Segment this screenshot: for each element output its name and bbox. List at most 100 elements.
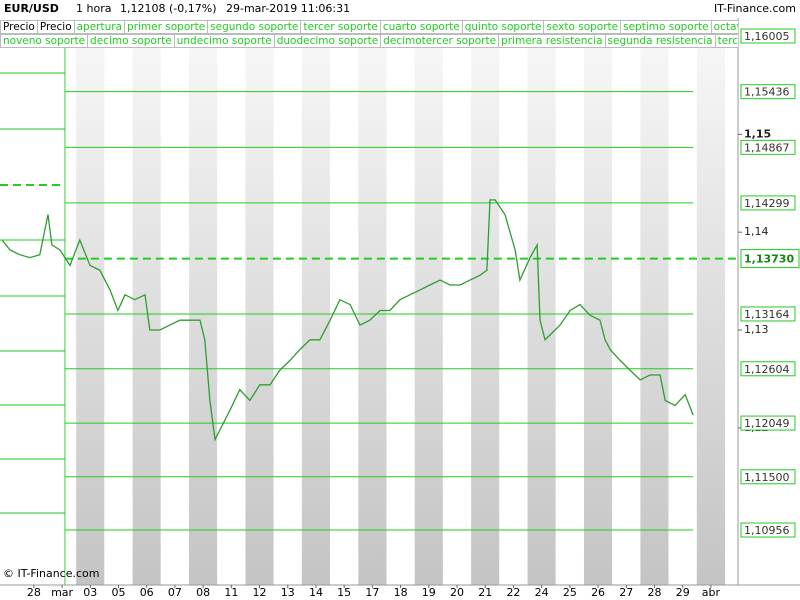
x-tick-label: 22 <box>506 586 520 599</box>
price-line <box>1 199 694 442</box>
day-band <box>640 48 669 585</box>
legend-item[interactable]: segunda resistencia <box>604 34 716 48</box>
day-band <box>245 48 274 585</box>
legend-item[interactable]: noveno soporte <box>0 34 89 48</box>
x-tick-label: 27 <box>619 586 633 599</box>
x-tick-label: 05 <box>111 586 125 599</box>
legend-item[interactable]: undecimo soporte <box>173 34 275 48</box>
x-tick-label: 08 <box>196 586 210 599</box>
level-label: 1,12049 <box>744 417 790 430</box>
y-axis-panel <box>738 18 800 585</box>
level-label-box <box>740 28 796 44</box>
x-tick-label: 28 <box>647 586 661 599</box>
x-tick-label: 24 <box>535 586 549 599</box>
day-band <box>76 48 105 585</box>
x-tick-label: 18 <box>394 586 408 599</box>
level-label-box <box>740 469 796 485</box>
prev-area <box>0 48 65 585</box>
day-band <box>668 48 697 585</box>
x-tick-label: 11 <box>224 586 238 599</box>
x-tick-label: 28 <box>27 586 41 599</box>
quote: 1,12108 (-0,17%) <box>120 2 217 15</box>
level-label: 1,14299 <box>744 197 790 210</box>
x-tick-label: 03 <box>83 586 97 599</box>
legend-item[interactable]: primera resistencia <box>498 34 606 48</box>
legend-item[interactable]: duodecimo soporte <box>273 34 382 48</box>
level-label-box <box>740 415 796 431</box>
legend-item[interactable]: tercera resistencia <box>714 34 738 48</box>
level-label-box <box>740 361 796 377</box>
copyright: © IT-Finance.com <box>3 567 100 580</box>
y-tick-label: 1,15 <box>744 127 771 140</box>
symbol: EUR/USD <box>4 2 59 15</box>
x-tick-label: 29 <box>676 586 690 599</box>
x-tick-label: 15 <box>337 586 351 599</box>
x-axis-panel <box>0 585 800 600</box>
legend-item[interactable]: Precio <box>36 20 75 34</box>
x-tick-label: 17 <box>365 586 379 599</box>
x-tick-label: 26 <box>591 586 605 599</box>
legend-item[interactable]: octavo soporte <box>710 20 738 34</box>
day-band <box>330 48 359 585</box>
level-label-box <box>740 84 796 100</box>
x-tick-label: abr <box>702 586 721 599</box>
legend-item[interactable]: Precio <box>0 20 38 34</box>
x-tick-label: 21 <box>478 586 492 599</box>
legend-item[interactable]: cuarto soporte <box>379 20 463 34</box>
brand: IT-Finance.com <box>714 2 796 15</box>
x-tick-label: mar <box>51 586 73 599</box>
day-band <box>696 48 726 585</box>
legend-item[interactable]: decimotercer soporte <box>380 34 500 48</box>
level-label-box <box>740 195 796 211</box>
level-label: 1,13730 <box>744 253 794 266</box>
day-band <box>386 48 415 585</box>
day-band <box>132 48 161 585</box>
day-band <box>273 48 302 585</box>
day-band <box>471 48 500 585</box>
legend-item[interactable]: septimo soporte <box>620 20 712 34</box>
x-tick-label: 12 <box>253 586 267 599</box>
day-band <box>217 48 246 585</box>
legend-item[interactable]: apertura <box>73 20 126 34</box>
day-band <box>583 48 613 585</box>
level-label-box <box>740 249 800 269</box>
legend-item[interactable]: sexto soporte <box>543 20 622 34</box>
day-band <box>189 48 218 585</box>
level-label-box <box>740 522 796 538</box>
legend-item[interactable]: quinto soporte <box>461 20 545 34</box>
legend-item[interactable]: decimo soporte <box>87 34 175 48</box>
day-band <box>612 48 641 585</box>
interval: 1 hora <box>76 2 112 15</box>
x-tick-label: 06 <box>140 586 154 599</box>
day-band <box>555 48 584 585</box>
legend-item[interactable]: tercer soporte <box>300 20 381 34</box>
day-band <box>104 48 133 585</box>
x-tick-label: 20 <box>450 586 464 599</box>
legend-row: Precio Precio apertura primer soporte segund… <box>0 20 738 34</box>
day-band <box>358 48 387 585</box>
y-tick-label: 1,13 <box>744 323 769 336</box>
header: EUR/USD 1 hora 1,12108 (-0,17%) 29-mar-2… <box>0 0 800 18</box>
day-band <box>414 48 443 585</box>
x-tick-label: 25 <box>563 586 577 599</box>
day-band <box>527 48 556 585</box>
legend-item[interactable]: segundo soporte <box>207 20 302 34</box>
legend-item[interactable]: primer soporte <box>124 20 209 34</box>
day-band <box>301 48 331 585</box>
day-band <box>499 48 528 585</box>
x-tick-label: 19 <box>422 586 436 599</box>
level-label: 1,15436 <box>744 86 790 99</box>
legend-row: noveno soporte decimo soporte undecimo sop… <box>0 34 738 48</box>
level-label-box <box>740 139 796 155</box>
x-tick-label: 07 <box>168 586 182 599</box>
x-tick-label: 14 <box>309 586 323 599</box>
level-label: 1,10956 <box>744 524 790 537</box>
x-tick-label: 13 <box>281 586 295 599</box>
timestamp: 29-mar-2019 11:06:31 <box>226 2 351 15</box>
day-band <box>442 48 472 585</box>
y-tick-label: 1,14 <box>744 225 769 238</box>
level-label: 1,16005 <box>744 30 790 43</box>
level-label: 1,13164 <box>744 308 790 321</box>
